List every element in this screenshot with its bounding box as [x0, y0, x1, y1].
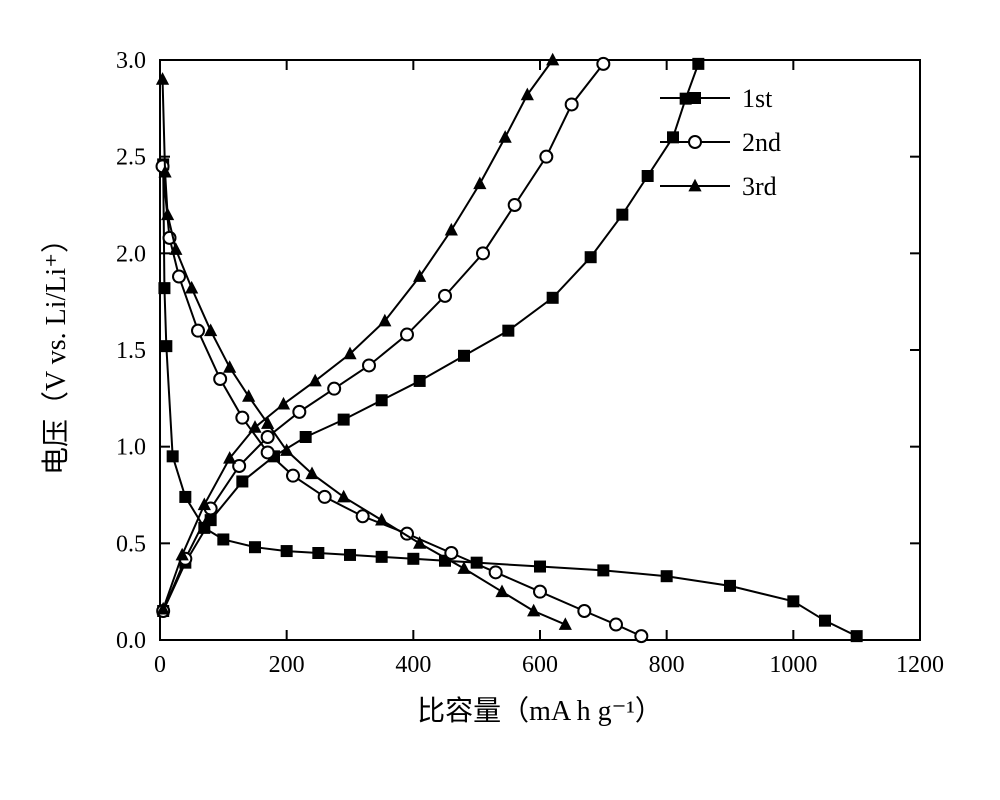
y-tick-label: 0.0 — [116, 628, 146, 654]
y-axis-label: 电压（V vs. Li/Li⁺） — [40, 225, 72, 475]
voltage-capacity-chart: 0 200 400 600 800 1000 1200 0.0 0.5 1.0 1.5 2.0 2.5 3… — [20, 20, 980, 780]
y-tick-label: 1.0 — [116, 435, 146, 461]
x-tick-label: 400 — [395, 652, 431, 678]
y-tick-label: 3.0 — [116, 48, 146, 74]
chart-svg: 0 200 400 600 800 1000 1200 0.0 0.5 1.0 1.5 2.0 2.5 3… — [20, 20, 980, 780]
series-2nd-charge — [163, 64, 603, 611]
x-tick-label: 1000 — [769, 652, 817, 678]
legend-label-1st: 1st — [742, 84, 773, 113]
y-tick-label: 2.0 — [116, 241, 146, 267]
series-1st-discharge — [163, 164, 857, 636]
x-tick-label: 800 — [649, 652, 685, 678]
legend-label-3rd: 3rd — [742, 172, 777, 201]
series-1st-charge — [163, 64, 698, 611]
y-tick-label: 1.5 — [116, 338, 146, 364]
x-tick-label: 1200 — [896, 652, 944, 678]
x-tick-label: 200 — [269, 652, 305, 678]
x-tick-label: 0 — [154, 652, 166, 678]
x-axis-label: 比容量（mA h g⁻¹） — [417, 695, 663, 727]
x-tick-label: 600 — [522, 652, 558, 678]
series-2nd-discharge — [163, 166, 642, 636]
series-3rd-charge — [163, 60, 553, 609]
y-tick-label: 0.5 — [116, 531, 146, 557]
y-tick-label: 2.5 — [116, 145, 146, 171]
legend-label-2nd: 2nd — [742, 128, 781, 157]
